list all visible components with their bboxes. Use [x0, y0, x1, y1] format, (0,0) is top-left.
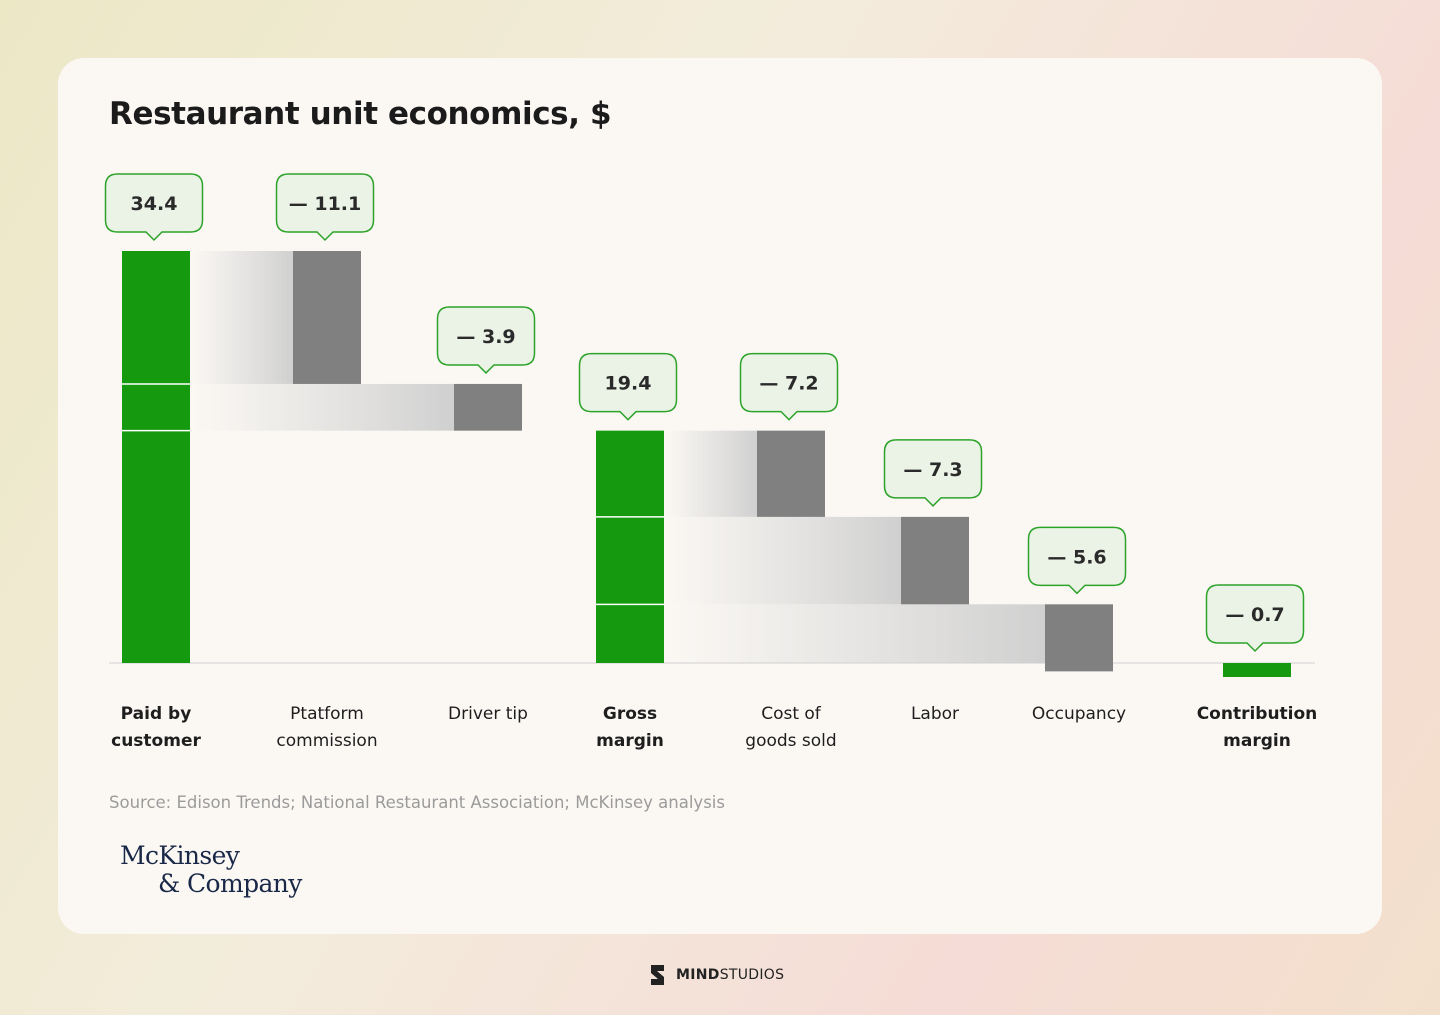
bar-5 [901, 516, 969, 605]
bar-6 [1045, 604, 1113, 672]
connector-band [664, 516, 901, 605]
logo-line-1: McKinsey [120, 841, 240, 870]
connector-band [664, 430, 757, 517]
value-callout [275, 173, 375, 242]
bar-3 [596, 430, 664, 663]
category-label: Cost of [761, 704, 822, 724]
category-label: customer [111, 731, 201, 751]
category-label: commission [276, 731, 377, 751]
category-label: margin [1223, 731, 1291, 751]
mindstudios-logo-icon [651, 965, 664, 985]
data-label: 34.4 [131, 193, 178, 215]
data-label: — 0.7 [1225, 604, 1284, 626]
source-note: Source: Edison Trends; National Restaura… [109, 793, 725, 812]
data-label: — 5.6 [1047, 546, 1106, 568]
chart-title: Restaurant unit economics, $ [109, 96, 612, 132]
data-label: — 7.3 [903, 459, 962, 481]
connector-band [664, 604, 1045, 663]
value-callout [739, 352, 839, 421]
category-label: margin [596, 731, 664, 751]
bar-0 [122, 251, 190, 663]
bar-2 [454, 383, 522, 431]
connector-band [190, 383, 454, 431]
brand-bold: MIND [676, 967, 720, 983]
category-label: Gross [603, 704, 657, 724]
bar-1 [293, 251, 361, 384]
category-label: goods sold [745, 731, 836, 751]
data-label: — 7.2 [759, 373, 818, 395]
category-label: Occupancy [1032, 704, 1126, 724]
value-callout [1205, 584, 1305, 653]
data-label: — 3.9 [456, 326, 515, 348]
mindstudios-brand: MINDSTUDIOS [648, 962, 784, 988]
logo-line-2: & Company [158, 869, 302, 898]
brand-rest: STUDIOS [719, 967, 785, 983]
category-label: Labor [911, 704, 959, 724]
value-callout [1027, 526, 1127, 595]
mckinsey-logo: McKinsey & Company [120, 842, 302, 898]
data-label: — 11.1 [289, 193, 362, 215]
bar-4 [757, 430, 825, 517]
value-callout [578, 352, 678, 421]
value-callout [883, 439, 983, 507]
connector-band [190, 251, 293, 384]
value-callout [104, 173, 204, 242]
bar-7 [1223, 663, 1291, 677]
data-label: 19.4 [605, 373, 652, 395]
category-label: Contribution [1197, 704, 1318, 724]
category-label: Ptatform [290, 704, 364, 724]
category-label: Paid by [121, 704, 192, 724]
category-label: Driver tip [448, 704, 528, 724]
value-callout [436, 306, 536, 375]
